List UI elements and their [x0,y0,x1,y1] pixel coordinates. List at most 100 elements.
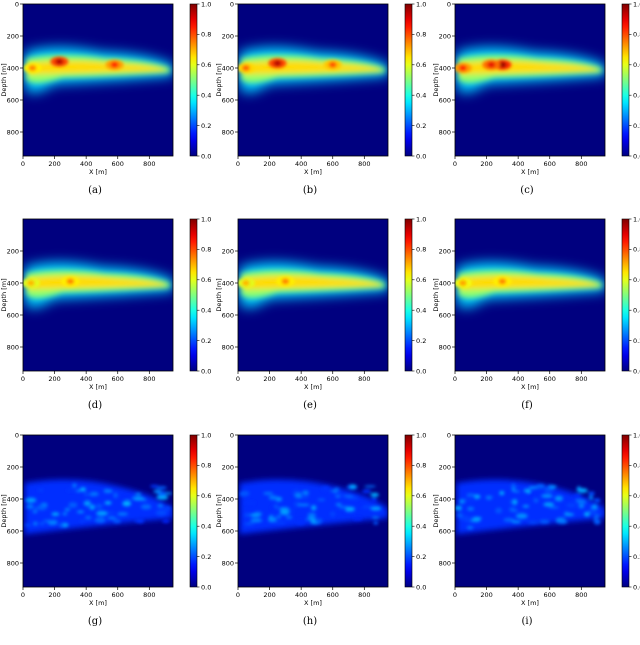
colorbar-tick-label: 0.6 [201,61,211,69]
y-tick-label: 0 [447,431,451,439]
colorbar-tick-label: 0.6 [416,276,426,284]
error-speckle [263,492,274,495]
y-axis-label: Depth [m] [432,63,440,96]
error-speckle [297,503,310,507]
x-tick-label: 200 [480,375,492,383]
error-speckle [83,500,91,506]
x-tick-label: 200 [48,591,60,599]
y-tick-label: 400 [222,495,234,503]
y-tick-label: 200 [439,247,451,255]
colorbar-tick-label: 0.0 [633,152,640,160]
subplot-c: 0 200 400 600 800 0 200 400 600 800 X [m] Depth [m]… [432,0,640,196]
subplot-b: 0 200 400 600 800 0 200 400 600 800 X [m] Depth [m]… [215,0,426,196]
colorbar-tick-label: 1.0 [201,431,211,439]
plume-core [242,275,381,290]
error-speckle [467,506,475,511]
x-tick-label: 200 [263,375,275,383]
plume-peak-core [28,65,37,71]
x-tick-label: 600 [327,160,339,168]
colorbar [404,3,413,157]
error-speckle [96,510,108,516]
y-tick-label: 0 [230,431,234,439]
x-tick-label: 0 [236,591,240,599]
error-speckle [554,495,564,502]
colorbar-tick-label: 0.8 [633,462,640,470]
colorbar [621,3,630,157]
error-speckle [51,512,60,516]
subplot-d: 0 200 400 600 800 200 400 600 800 X [m] Depth [m] 0… [0,215,211,411]
error-speckle [584,511,590,517]
error-speckle [535,484,546,489]
error-speckle [268,517,277,523]
plume-peak-core [273,60,282,67]
subplot-f: 0 200 400 600 800 200 400 600 800 X [m] Depth [m] 0… [432,215,640,411]
colorbar-tick-label: 0.4 [633,523,640,531]
x-tick-label: 600 [327,375,339,383]
colorbar-tick-label: 0.2 [633,337,640,345]
y-axis-label: Depth [m] [215,278,223,311]
x-tick-label: 800 [358,160,370,168]
subfigure-caption: (f) [521,400,533,411]
colorbar-tick-label: 1.0 [633,0,640,8]
y-tick-label: 400 [439,64,451,72]
colorbar-tick-label: 0.4 [201,523,211,531]
x-tick-label: 400 [80,160,92,168]
error-speckle [43,519,55,523]
error-speckle [76,510,85,514]
subfigure-caption: (i) [521,616,532,627]
colorbar-tick-label: 1.0 [201,0,211,8]
error-speckle [466,493,475,496]
y-tick-label: 800 [7,559,19,567]
error-speckle [459,499,466,504]
y-tick-label: 400 [439,495,451,503]
plume-peak-core [487,61,496,68]
x-tick-label: 0 [21,591,25,599]
error-speckle [72,483,77,488]
error-speckle [458,515,471,521]
error-speckle [370,492,379,498]
y-tick-label: 200 [7,247,19,255]
x-tick-label: 200 [48,375,60,383]
error-speckle [466,525,474,530]
error-speckle [371,516,380,519]
x-tick-label: 0 [236,160,240,168]
error-speckle [153,489,162,494]
error-speckle [270,506,276,510]
error-speckle [335,503,342,506]
colorbar-tick-label: 1.0 [633,215,640,223]
plume-peak-core [458,65,467,71]
subplot-a: 0 200 400 600 800 0 200 400 600 800 X [m] Depth [m]… [0,0,211,196]
error-speckle [306,517,317,520]
error-speckle [314,518,323,524]
heatmap-field [23,262,173,308]
x-tick-label: 800 [575,591,587,599]
colorbar-tick-label: 0.2 [201,553,211,561]
heatmap-field [455,262,605,308]
y-axis-label: Depth [m] [432,494,440,527]
colorbar-tick-label: 0.6 [633,492,640,500]
error-speckle [317,498,326,501]
y-tick-label: 400 [7,495,19,503]
colorbar-tick-label: 0.2 [416,122,426,130]
y-tick-label: 800 [222,343,234,351]
error-speckle [557,519,568,524]
subfigure-caption: (b) [303,185,317,196]
error-speckle [359,503,365,508]
x-tick-label: 800 [575,160,587,168]
x-tick-label: 400 [512,591,524,599]
y-axis-label: Depth [m] [215,63,223,96]
error-peak [456,513,463,517]
x-axis-label: X [m] [304,383,322,391]
y-tick-label: 800 [7,343,19,351]
error-speckle [470,519,481,523]
x-tick-label: 0 [21,160,25,168]
error-peak [80,487,86,492]
colorbar-tick-label: 1.0 [416,431,426,439]
error-speckle [334,487,340,490]
y-axis-label: Depth [m] [0,63,8,96]
subfigure-caption: (c) [520,185,534,196]
y-tick-label: 600 [439,96,451,104]
error-speckle [342,494,354,498]
error-speckle [62,512,68,515]
plume-peak-core [328,61,337,68]
